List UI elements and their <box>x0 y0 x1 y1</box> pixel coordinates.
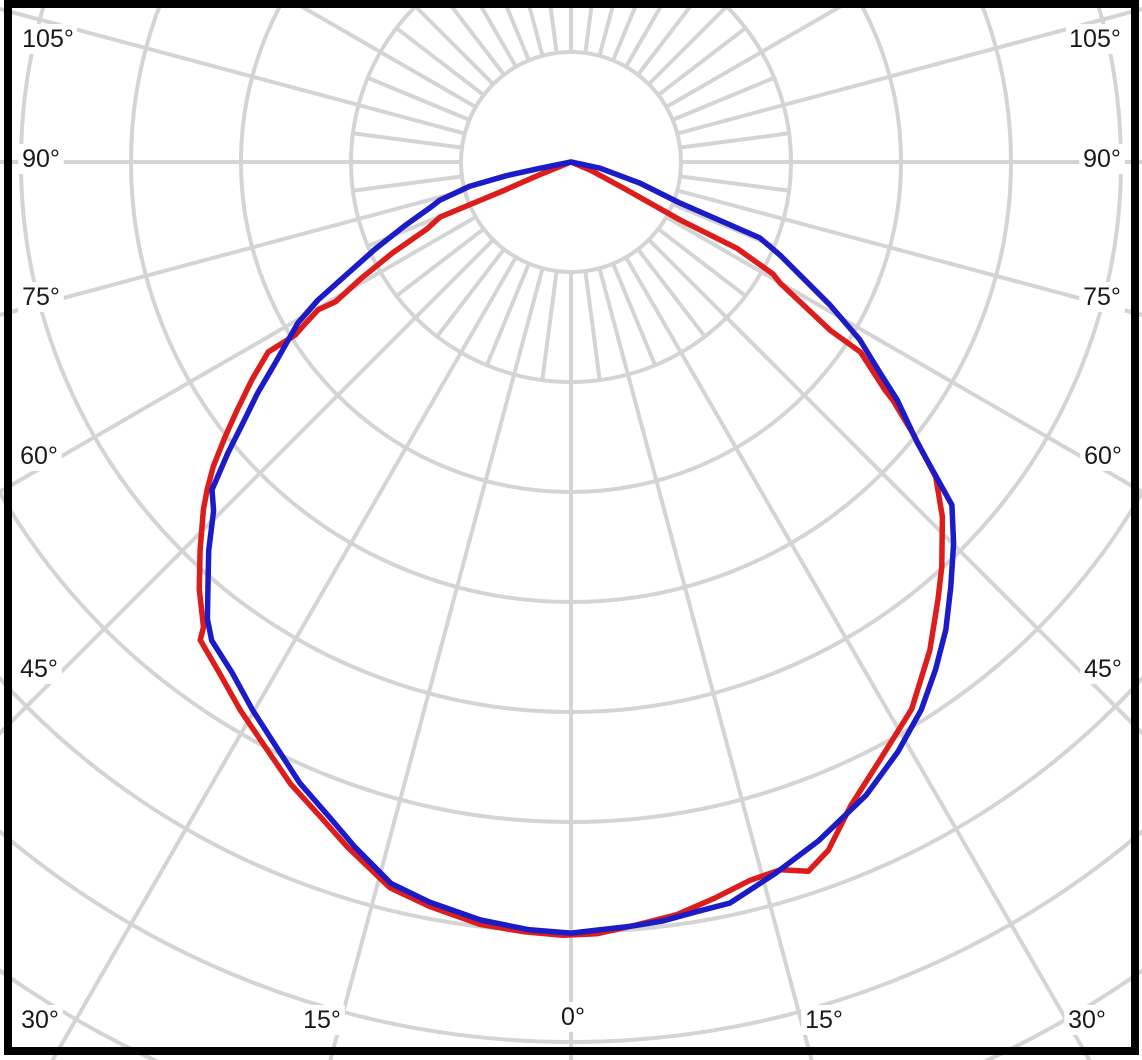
angle-label: 75° <box>1083 283 1121 311</box>
border-frame <box>4 0 1139 1055</box>
grid-minor-spoke <box>352 131 463 150</box>
grid-major-radial <box>328 267 545 1060</box>
grid-major-radial <box>676 188 1142 318</box>
curve-blue <box>204 159 957 936</box>
grid-minor-spoke <box>435 248 506 338</box>
grid-minor-spoke <box>671 75 776 122</box>
angle-label: 60° <box>1084 442 1122 470</box>
angle-label: 30° <box>21 1006 59 1034</box>
angle-label-bg <box>17 1005 63 1035</box>
grid-minor-spoke <box>484 262 531 367</box>
grid-major-radial <box>0 238 495 736</box>
angle-label: 75° <box>22 283 60 311</box>
grid-minor-spoke <box>540 270 559 381</box>
angle-label: 90° <box>22 145 60 173</box>
intensity-curves <box>196 159 957 939</box>
grid-major-radial <box>0 188 466 318</box>
grid-minor-spoke <box>636 248 707 338</box>
grid-major-radial <box>286 0 477 109</box>
grid-minor-spoke <box>583 270 602 381</box>
grid-minor-spoke <box>501 0 531 62</box>
curve-red <box>196 159 946 939</box>
angle-label-bg <box>1079 282 1125 312</box>
grid-major-radial <box>597 267 814 1060</box>
angle-label-bg <box>1066 24 1124 54</box>
grid-minor-spoke <box>611 0 641 62</box>
angle-label-bg <box>16 654 62 684</box>
angle-label-bg <box>299 1005 345 1035</box>
grid-minor-spoke <box>657 227 747 298</box>
grid-major-radial <box>50 256 518 1060</box>
grid-minor-spoke <box>395 227 485 298</box>
angle-label-bg <box>556 1002 590 1032</box>
angle-label-bg <box>18 144 64 174</box>
grid-minor-spoke <box>679 174 790 193</box>
angle-labels: 105° 90° 75° 60° 45° 30° 15° 0° 15° 30° 105° 90° 75°… <box>16 24 1126 1035</box>
grid-major-radial <box>647 238 1142 736</box>
angle-label-bg <box>1080 654 1126 684</box>
grid-minor-spoke <box>366 75 471 122</box>
grid-minor-spoke <box>547 0 559 54</box>
grid-minor-spoke <box>583 0 595 54</box>
grid-major-radial <box>665 0 856 109</box>
angle-label-bg <box>19 24 77 54</box>
grid-minor-spoke <box>679 131 790 150</box>
angle-label: 45° <box>20 655 58 683</box>
angle-label: 30° <box>1068 1006 1106 1034</box>
angle-label: 0° <box>561 1003 585 1031</box>
angle-label: 15° <box>303 1006 341 1034</box>
grid-major-radial <box>676 6 1142 136</box>
grid-minor-spoke <box>395 26 485 97</box>
angle-label-bg <box>18 282 64 312</box>
diagram-border <box>4 0 1139 1055</box>
angle-label: 45° <box>1084 655 1122 683</box>
angle-label: 15° <box>805 1006 843 1034</box>
angle-label-bg <box>801 1005 847 1035</box>
angle-label: 105° <box>22 25 74 53</box>
angle-label-bg <box>1064 1005 1110 1035</box>
grid-minor-spoke <box>657 26 747 97</box>
angle-label-bg <box>1080 441 1126 471</box>
angle-label-bg <box>1079 144 1125 174</box>
grid-minor-spoke <box>352 174 463 193</box>
angle-label-bg <box>16 441 62 471</box>
angle-label: 105° <box>1069 25 1121 53</box>
angle-label: 60° <box>20 442 58 470</box>
grid-minor-spoke <box>611 262 658 367</box>
grid-major-radial <box>665 215 1142 494</box>
angle-label: 90° <box>1083 145 1121 173</box>
grid-major-radial <box>0 6 466 136</box>
